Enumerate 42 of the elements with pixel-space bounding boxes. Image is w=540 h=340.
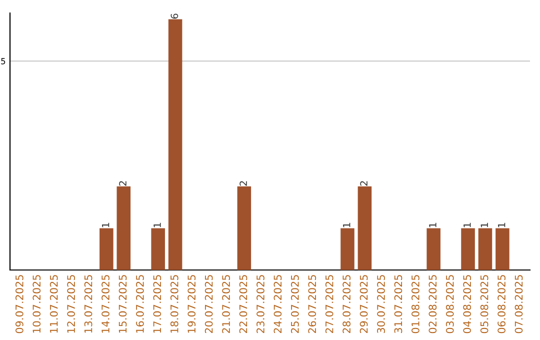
data-label: 6 bbox=[170, 14, 178, 19]
x-tick-label: 19.07.2025 bbox=[188, 275, 196, 333]
x-tick-label: 11.07.2025 bbox=[50, 275, 58, 333]
x-tick-label: 06.08.2025 bbox=[498, 275, 506, 334]
data-label: 1 bbox=[464, 222, 471, 228]
x-tick-label: 24.07.2025 bbox=[274, 275, 282, 334]
x-tick-label: 03.08.2025 bbox=[446, 275, 454, 334]
x-tick-label: 02.08.2025 bbox=[428, 275, 437, 334]
x-tick-label: 26.07.2025 bbox=[308, 275, 316, 334]
x-tick-label: 01.08.2025 bbox=[412, 275, 420, 334]
x-tick-label: 22.07.2025 bbox=[239, 275, 248, 334]
x-tick-label: 12.07.2025 bbox=[67, 275, 76, 333]
x-tick-label: 28.07.2025 bbox=[342, 275, 351, 334]
x-tick-label: 04.08.2025 bbox=[463, 275, 472, 334]
x-tick-label: 25.07.2025 bbox=[290, 275, 299, 334]
x-tick-label: 05.08.2025 bbox=[480, 275, 488, 334]
x-tick-label: 17.07.2025 bbox=[153, 275, 162, 333]
x-tick-label: 31.07.2025 bbox=[394, 275, 402, 334]
x-tick-label: 07.08.2025 bbox=[514, 275, 523, 334]
data-label: 2 bbox=[119, 181, 126, 186]
data-label: 2 bbox=[360, 181, 368, 186]
data-label: 1 bbox=[154, 222, 161, 228]
data-label: 1 bbox=[480, 222, 488, 228]
x-tick-label: 29.07.2025 bbox=[360, 275, 368, 334]
x-tick-label: 27.07.2025 bbox=[325, 275, 334, 334]
y-tick-label: 5 bbox=[1, 58, 6, 64]
x-tick-label: 15.07.2025 bbox=[118, 275, 127, 333]
data-label: 2 bbox=[240, 181, 247, 186]
x-tick-label: 13.07.2025 bbox=[84, 275, 92, 333]
x-tick-label: 20.07.2025 bbox=[204, 275, 213, 334]
data-label: 1 bbox=[343, 222, 350, 228]
x-tick-label: 14.07.2025 bbox=[102, 275, 110, 333]
data-label: 1 bbox=[102, 222, 110, 228]
x-tick-label: 30.07.2025 bbox=[377, 275, 385, 334]
x-tick-label: 18.07.2025 bbox=[170, 275, 178, 333]
x-tick-label: 09.07.2025 bbox=[15, 275, 24, 334]
x-tick-label: 21.07.2025 bbox=[222, 275, 230, 334]
x-tick-label: 23.07.2025 bbox=[256, 275, 264, 334]
data-label: 1 bbox=[498, 222, 506, 228]
x-tick-label: 10.07.2025 bbox=[32, 275, 41, 333]
data-label: 1 bbox=[429, 222, 436, 228]
x-tick-label: 16.07.2025 bbox=[136, 275, 144, 333]
